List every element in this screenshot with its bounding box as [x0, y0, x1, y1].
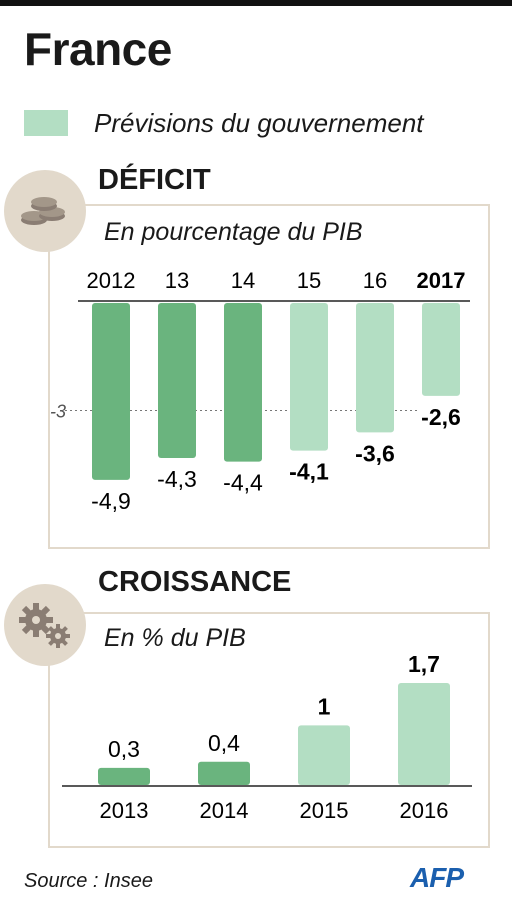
croissance-value-label-2013: 0,3: [108, 736, 140, 762]
deficit-value-label-2017: -2,6: [421, 404, 461, 430]
page-title: France: [24, 23, 172, 75]
croissance-bar-2013: [98, 767, 150, 785]
source-note: Source : Insee: [24, 870, 153, 892]
deficit-tick-14: 14: [231, 268, 255, 293]
croissance-heading: CROISSANCE: [98, 566, 292, 598]
deficit-tick-15: 15: [297, 268, 321, 293]
legend-forecast-swatch: [24, 110, 68, 136]
croissance-tick-2016: 2016: [400, 798, 449, 823]
deficit-chart: -3 2012 -4,9 13 -4,3 14 -4,4 15 -4,1 16 -3,6 2017 -2…: [50, 268, 470, 514]
deficit-bar-2012: [92, 303, 130, 480]
croissance-tick-2014: 2014: [200, 798, 249, 823]
reference-line-label: -3: [50, 402, 66, 422]
deficit-value-label-2012: -4,9: [91, 488, 131, 514]
top-rule: [0, 0, 512, 6]
croissance-bar-2014: [198, 761, 250, 785]
croissance-value-label-2016: 1,7: [408, 651, 440, 677]
deficit-bar-14: [224, 303, 262, 462]
croissance-subtitle: En % du PIB: [104, 624, 246, 652]
deficit-value-label-14: -4,4: [223, 470, 263, 496]
croissance-bar-2016: [398, 682, 450, 785]
croissance-tick-2013: 2013: [100, 798, 149, 823]
legend-forecast-label: Prévisions du gouvernement: [94, 108, 424, 138]
deficit-bar-2017: [422, 303, 460, 396]
croissance-value-label-2015: 1: [318, 693, 331, 719]
croissance-chart: 2013 0,3 2014 0,4 2015 1 2016 1,7: [62, 651, 472, 823]
deficit-bar-15: [290, 303, 328, 451]
deficit-tick-13: 13: [165, 268, 189, 293]
deficit-tick-16: 16: [363, 268, 387, 293]
deficit-value-label-16: -3,6: [355, 440, 395, 466]
deficit-value-label-15: -4,1: [289, 459, 329, 485]
croissance-bar-2015: [298, 725, 350, 785]
deficit-value-label-13: -4,3: [157, 466, 197, 492]
deficit-bar-16: [356, 303, 394, 433]
deficit-bar-13: [158, 303, 196, 458]
deficit-heading: DÉFICIT: [98, 164, 211, 196]
croissance-value-label-2014: 0,4: [208, 730, 240, 756]
gears-icon: [4, 584, 86, 666]
deficit-tick-2017: 2017: [417, 268, 466, 293]
croissance-tick-2015: 2015: [300, 798, 349, 823]
afp-logo: AFP: [410, 862, 464, 893]
coins-icon: [4, 170, 86, 252]
deficit-tick-2012: 2012: [87, 268, 136, 293]
deficit-subtitle: En pourcentage du PIB: [104, 218, 363, 246]
